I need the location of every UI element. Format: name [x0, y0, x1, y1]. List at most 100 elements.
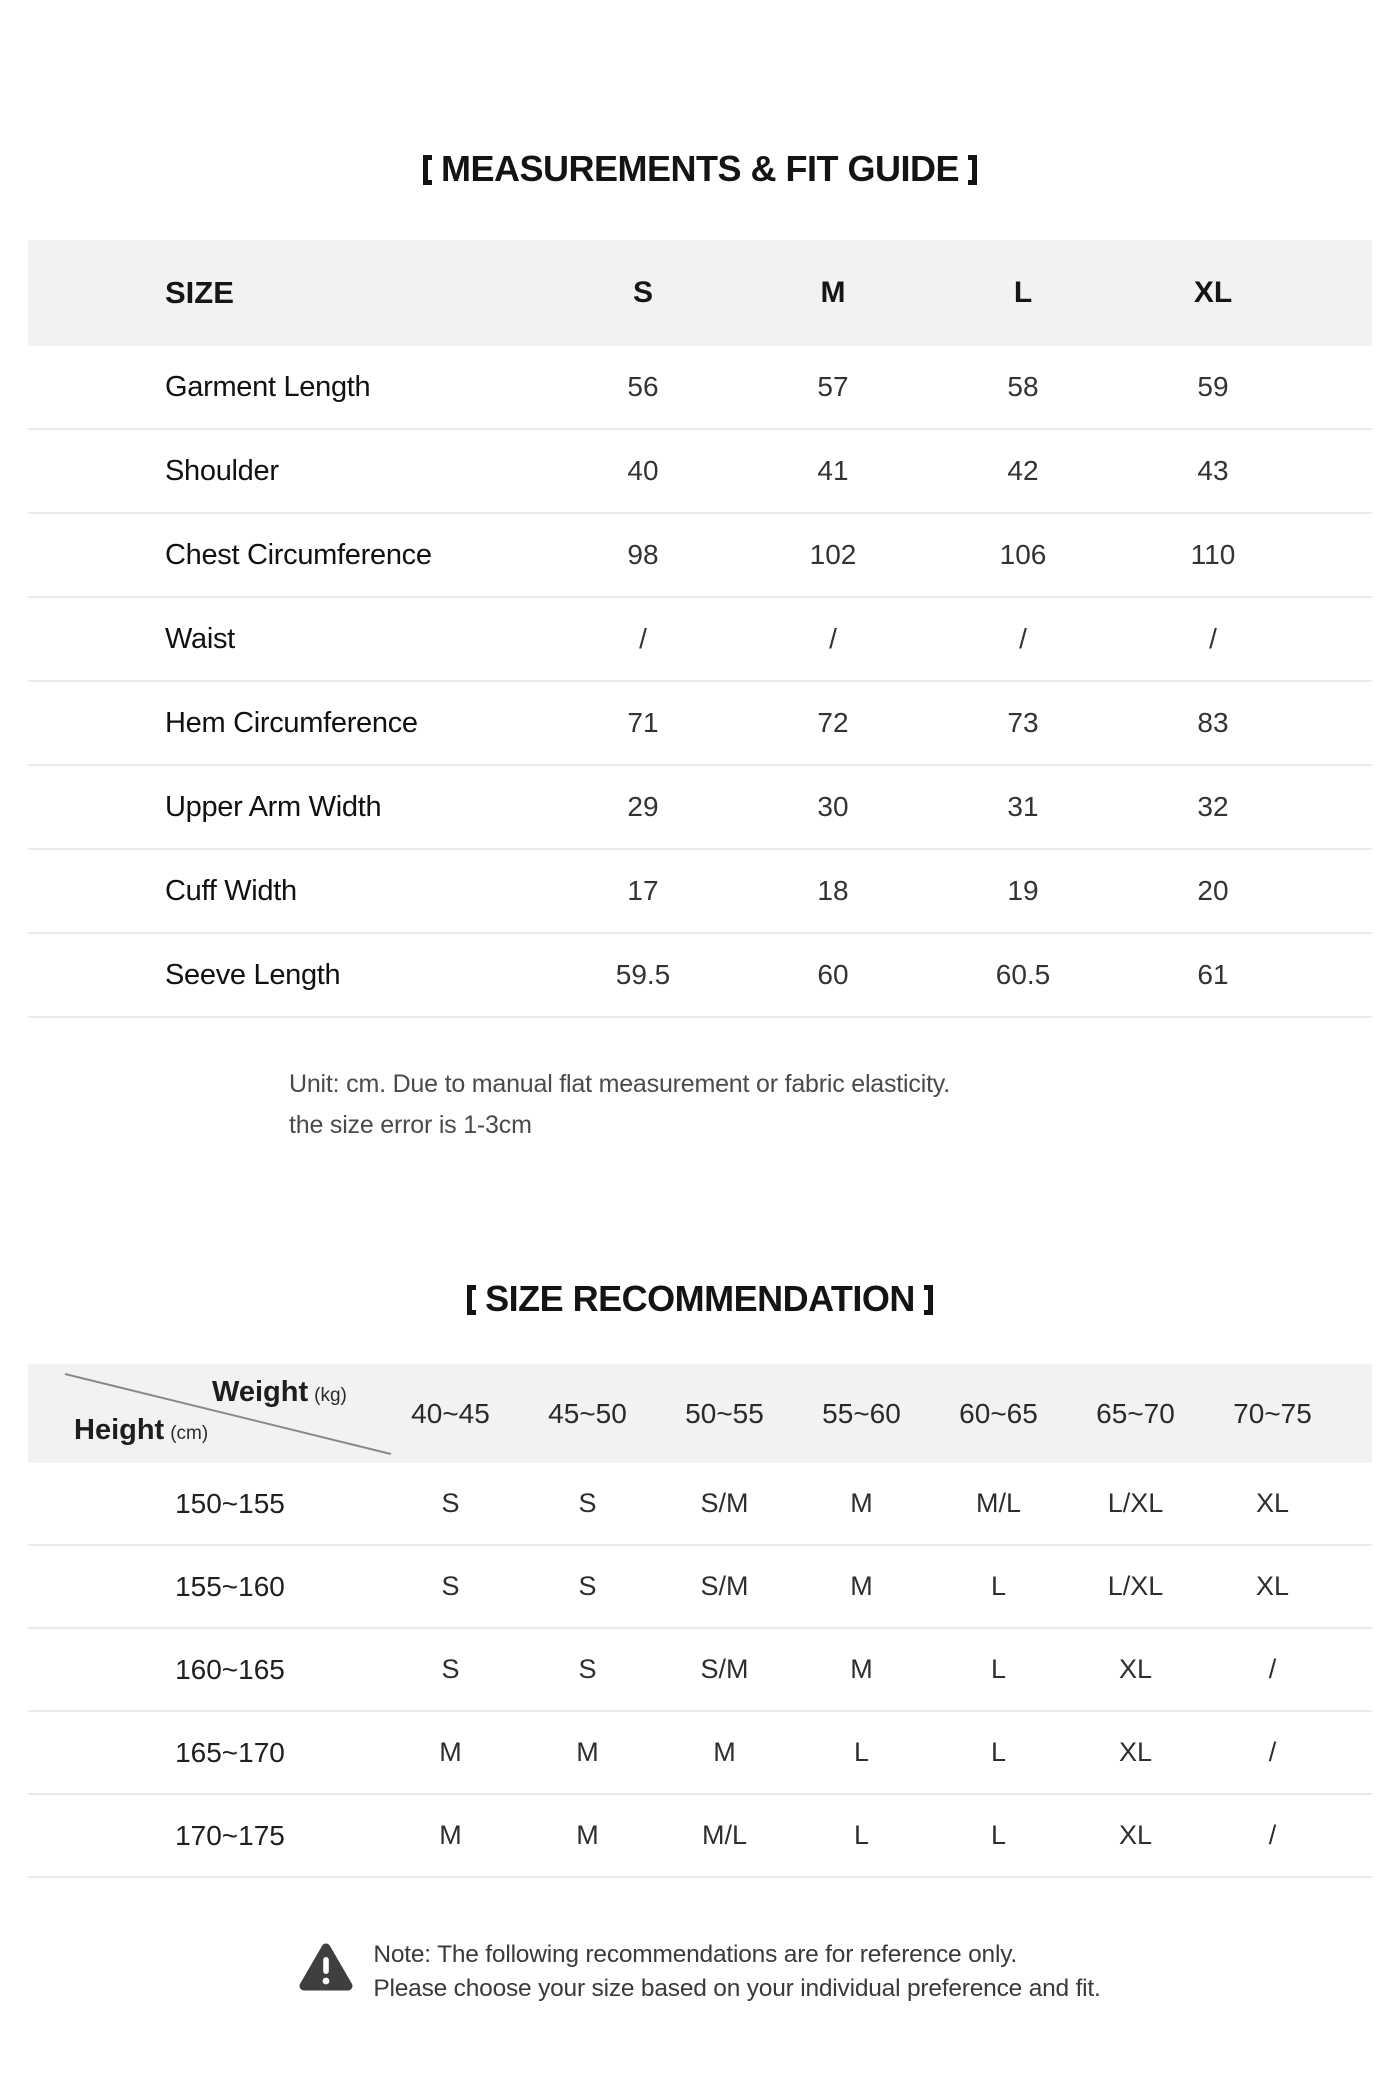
measurement-label: Chest Circumference — [165, 538, 432, 571]
size-cell-w50-55: S/M — [700, 1654, 749, 1684]
measurement-value-l: 31 — [1007, 791, 1039, 822]
recommendation-title: SIZE RECOMMENDATION — [0, 1278, 1400, 1320]
right-lenticular-bracket — [968, 155, 977, 185]
size-cell-w60-65: L — [990, 1571, 1007, 1601]
weight-column-70-75: 70~75 — [1233, 1397, 1312, 1429]
size-cell-w40-45: S — [441, 1571, 460, 1601]
measurement-row: Garment Length 56 57 58 59 — [28, 346, 1372, 430]
unit-note: Unit: cm. Due to manual flat measurement… — [289, 1064, 950, 1146]
size-cell-w45-50: S — [578, 1571, 597, 1601]
weight-axis-label: Weight (kg) — [212, 1376, 347, 1409]
measurement-label: Garment Length — [165, 370, 371, 403]
recommendation-row: 170~175 M M M/L L L XL / — [28, 1795, 1372, 1878]
measurements-table: SIZE S M L XL Garment Length 56 57 58 59… — [28, 240, 1372, 1018]
diagonal-divider-line — [64, 1373, 392, 1455]
size-cell-w40-45: M — [439, 1737, 462, 1767]
recommendation-row: 160~165 S S S/M M L XL / — [28, 1629, 1372, 1712]
measurement-value-xl: 61 — [1197, 959, 1229, 990]
measurement-value-s: 40 — [627, 455, 659, 486]
measurement-value-m: 41 — [817, 455, 849, 486]
measurement-value-m: 18 — [817, 875, 849, 906]
measurement-value-l: 73 — [1007, 707, 1039, 738]
height-axis-unit: (cm) — [170, 1423, 209, 1444]
size-cell-w70-75: / — [1268, 1820, 1277, 1850]
recommendation-table-body: 150~155 S S S/M M M/L L/XL XL 155~160 S … — [28, 1463, 1372, 1878]
measurement-row: Upper Arm Width 29 30 31 32 — [28, 766, 1372, 850]
size-cell-w65-70: XL — [1118, 1654, 1153, 1684]
height-range-label: 170~175 — [175, 1819, 285, 1851]
size-cell-w65-70: L/XL — [1107, 1488, 1164, 1518]
size-cell-w65-70: L/XL — [1107, 1571, 1164, 1601]
unit-note-line1: Unit: cm. Due to manual flat measurement… — [289, 1070, 951, 1098]
measurement-value-l: 60.5 — [995, 959, 1051, 990]
size-cell-w45-50: M — [576, 1820, 599, 1850]
measurement-value-l: 42 — [1007, 455, 1039, 486]
height-range-label: 165~170 — [175, 1736, 285, 1768]
measurement-value-m: 102 — [809, 539, 857, 570]
size-cell-w70-75: / — [1268, 1737, 1277, 1767]
recommendation-title-text: SIZE RECOMMENDATION — [485, 1278, 915, 1319]
measurement-value-xl: 83 — [1197, 707, 1229, 738]
size-cell-w45-50: M — [576, 1737, 599, 1767]
measurement-row: Shoulder 40 41 42 43 — [28, 430, 1372, 514]
recommendation-row: 165~170 M M M L L XL / — [28, 1712, 1372, 1795]
size-cell-w60-65: L — [990, 1820, 1007, 1850]
size-cell-w65-70: XL — [1118, 1820, 1153, 1850]
size-cell-w70-75: / — [1268, 1654, 1277, 1684]
column-header-xl: XL — [1193, 276, 1233, 309]
height-range-label: 160~165 — [175, 1653, 285, 1685]
height-range-label: 150~155 — [175, 1487, 285, 1519]
weight-axis-unit: (kg) — [314, 1385, 347, 1406]
size-cell-w40-45: S — [441, 1654, 460, 1684]
size-cell-w40-45: S — [441, 1488, 460, 1518]
measurement-value-m: 57 — [817, 371, 849, 402]
size-cell-w50-55: M/L — [701, 1820, 747, 1850]
measurement-label: Waist — [165, 622, 235, 655]
measurement-row: Waist / / / / — [28, 598, 1372, 682]
measurement-value-l: 19 — [1007, 875, 1039, 906]
measurement-label: Upper Arm Width — [165, 790, 382, 823]
warning-icon — [299, 1943, 353, 1998]
measurement-label: Seeve Length — [165, 958, 341, 991]
size-cell-w60-65: L — [990, 1737, 1007, 1767]
recommendation-table: Weight (kg) Height (cm) 40~45 45~50 50~55 … — [28, 1364, 1372, 1878]
size-cell-w55-60: M — [850, 1654, 873, 1684]
measurement-value-xl: 110 — [1190, 539, 1236, 570]
size-cell-w70-75: XL — [1255, 1488, 1290, 1518]
size-cell-w50-55: S/M — [700, 1488, 749, 1518]
reference-note-text: Note: The following recommendations are … — [373, 1938, 1101, 2006]
measurement-value-m: 60 — [817, 959, 849, 990]
measurement-value-xl: 32 — [1197, 791, 1229, 822]
measurement-value-xl: 43 — [1197, 455, 1229, 486]
axis-corner-cell: Weight (kg) Height (cm) — [28, 1364, 392, 1463]
measurement-label: Hem Circumference — [165, 706, 418, 739]
height-axis-label: Height (cm) — [74, 1414, 208, 1447]
measurement-row: Hem Circumference 71 72 73 83 — [28, 682, 1372, 766]
weight-column-60-65: 60~65 — [959, 1397, 1038, 1429]
measurement-label: Shoulder — [165, 454, 279, 487]
size-cell-w60-65: L — [990, 1654, 1007, 1684]
measurements-title: MEASUREMENTS & FIT GUIDE — [0, 148, 1400, 190]
column-header-size: SIZE — [165, 275, 234, 310]
measurements-table-header: SIZE S M L XL — [28, 240, 1372, 346]
measurement-value-s: 29 — [627, 791, 659, 822]
left-lenticular-bracket — [422, 155, 432, 185]
measurement-value-l: 58 — [1007, 371, 1039, 402]
weight-axis-text: Weight — [212, 1376, 309, 1408]
weight-column-45-50: 45~50 — [548, 1397, 627, 1429]
height-axis-text: Height — [74, 1414, 165, 1446]
measurement-row: Seeve Length 59.5 60 60.5 61 — [28, 934, 1372, 1018]
column-header-l: L — [1013, 276, 1033, 309]
size-cell-w65-70: XL — [1118, 1737, 1153, 1767]
measurement-value-xl: 59 — [1197, 371, 1229, 402]
recommendation-row: 150~155 S S S/M M M/L L/XL XL — [28, 1463, 1372, 1546]
size-cell-w45-50: S — [578, 1488, 597, 1518]
measurement-row: Cuff Width 17 18 19 20 — [28, 850, 1372, 934]
size-cell-w60-65: M/L — [975, 1488, 1021, 1518]
recommendation-table-header: Weight (kg) Height (cm) 40~45 45~50 50~55 … — [28, 1364, 1372, 1463]
size-cell-w50-55: M — [713, 1737, 736, 1767]
measurement-value-s: 98 — [627, 539, 659, 570]
weight-column-40-45: 40~45 — [411, 1397, 490, 1429]
size-cell-w55-60: L — [853, 1820, 870, 1850]
